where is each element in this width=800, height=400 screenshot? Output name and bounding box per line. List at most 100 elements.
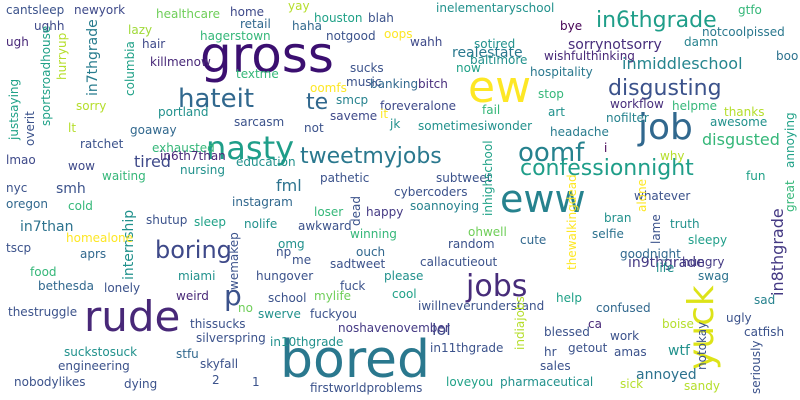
word: sometimesiwonder xyxy=(418,119,533,133)
word: selfie xyxy=(592,227,624,241)
word: p xyxy=(224,279,242,312)
word: hungry xyxy=(682,255,725,269)
word: banking xyxy=(370,77,419,91)
word: life xyxy=(656,261,675,275)
word: disgusted xyxy=(702,130,780,149)
word: hagerstown xyxy=(200,29,271,43)
word: goodnight xyxy=(620,247,681,261)
word: ugly xyxy=(726,311,752,325)
word: inelementaryschool xyxy=(436,1,555,15)
word: bored xyxy=(280,330,431,390)
word: awesome xyxy=(710,115,768,129)
word: gtfo xyxy=(738,3,762,17)
word: sotired xyxy=(474,37,516,51)
word: hurryup xyxy=(55,32,69,80)
word: me xyxy=(292,253,312,267)
word: nursing xyxy=(180,163,225,177)
word: homealone xyxy=(66,231,134,245)
word: omg xyxy=(278,237,305,251)
word: truth xyxy=(670,217,700,231)
word: school xyxy=(268,291,307,305)
word: in6th7than xyxy=(160,149,226,163)
word: lazy xyxy=(128,23,153,37)
word: killmenow xyxy=(150,55,211,69)
word: stfu xyxy=(176,347,199,361)
word: houston xyxy=(314,11,363,25)
word: lt xyxy=(68,121,77,135)
word: bye xyxy=(560,19,583,33)
word: hateit xyxy=(178,84,255,114)
word: textme xyxy=(236,67,279,81)
word: fun xyxy=(746,169,766,183)
word: wow xyxy=(68,159,95,173)
word: whatever xyxy=(634,189,691,203)
word: lol xyxy=(432,320,451,339)
word: random xyxy=(448,237,495,251)
word: music xyxy=(346,75,382,89)
word: yay xyxy=(288,0,310,13)
word: fml xyxy=(276,176,302,195)
word: iwillneverunderstand xyxy=(418,299,545,313)
word: swag xyxy=(698,269,730,283)
word: in10thgrade xyxy=(270,335,344,349)
word: suckstosuck xyxy=(64,345,138,359)
word: workflow xyxy=(610,97,664,111)
word: thissucks xyxy=(190,317,246,331)
word: please xyxy=(384,269,424,283)
word: realestate xyxy=(452,45,523,61)
word: annoying xyxy=(783,112,797,168)
word: in8thgrade xyxy=(768,208,787,296)
word: help xyxy=(556,291,582,305)
word: sorry xyxy=(76,99,107,113)
word: columbia xyxy=(123,41,137,96)
word: headache xyxy=(550,125,609,139)
word: lame xyxy=(649,214,663,244)
word: confessionnight xyxy=(520,156,694,181)
word: silverspring xyxy=(196,331,266,345)
word: in7thgrade xyxy=(85,19,101,96)
word: goaway xyxy=(130,123,177,137)
word: rude xyxy=(84,292,181,341)
word: eww xyxy=(500,177,586,221)
word: notgood xyxy=(326,29,376,43)
word: callacutieout xyxy=(420,255,498,269)
word: portland xyxy=(158,105,209,119)
word: healthcare xyxy=(156,7,220,21)
word: sorrynotsorry xyxy=(568,37,662,53)
word: wtf xyxy=(668,343,690,359)
word: nolife xyxy=(244,217,278,231)
word: noshavenovember xyxy=(338,321,450,335)
word: nobodylikes xyxy=(14,375,86,389)
word: ohwell xyxy=(468,225,507,239)
word: subtweet xyxy=(436,171,492,185)
word: bitch xyxy=(418,77,448,91)
word: cantsleep xyxy=(6,3,65,17)
word: gross xyxy=(200,26,334,84)
word: sucks xyxy=(350,61,384,75)
word: thewalkingdead xyxy=(565,174,579,270)
word: boo xyxy=(776,49,799,63)
word: cybercoders xyxy=(394,185,468,199)
word: pharmaceutical xyxy=(500,375,594,389)
word: nasty xyxy=(206,129,295,167)
word: food xyxy=(30,265,57,279)
word: confused xyxy=(596,301,651,315)
word: newyork xyxy=(74,3,126,17)
word: smcp xyxy=(336,93,369,107)
word: sleepy xyxy=(688,233,728,247)
word: blessed xyxy=(544,325,590,339)
word: sales xyxy=(540,359,571,373)
word: ugh xyxy=(6,35,29,49)
word: dying xyxy=(124,377,158,391)
word: now xyxy=(456,61,481,75)
word: sick xyxy=(620,377,644,391)
word: tscp xyxy=(6,241,32,255)
word: haha xyxy=(292,19,322,33)
word: wahh xyxy=(410,35,443,49)
word: catfish xyxy=(744,325,785,339)
word: hospitality xyxy=(530,65,593,79)
word: 2 xyxy=(212,373,220,387)
word: jobs xyxy=(466,269,528,304)
word: notokay xyxy=(695,321,709,370)
